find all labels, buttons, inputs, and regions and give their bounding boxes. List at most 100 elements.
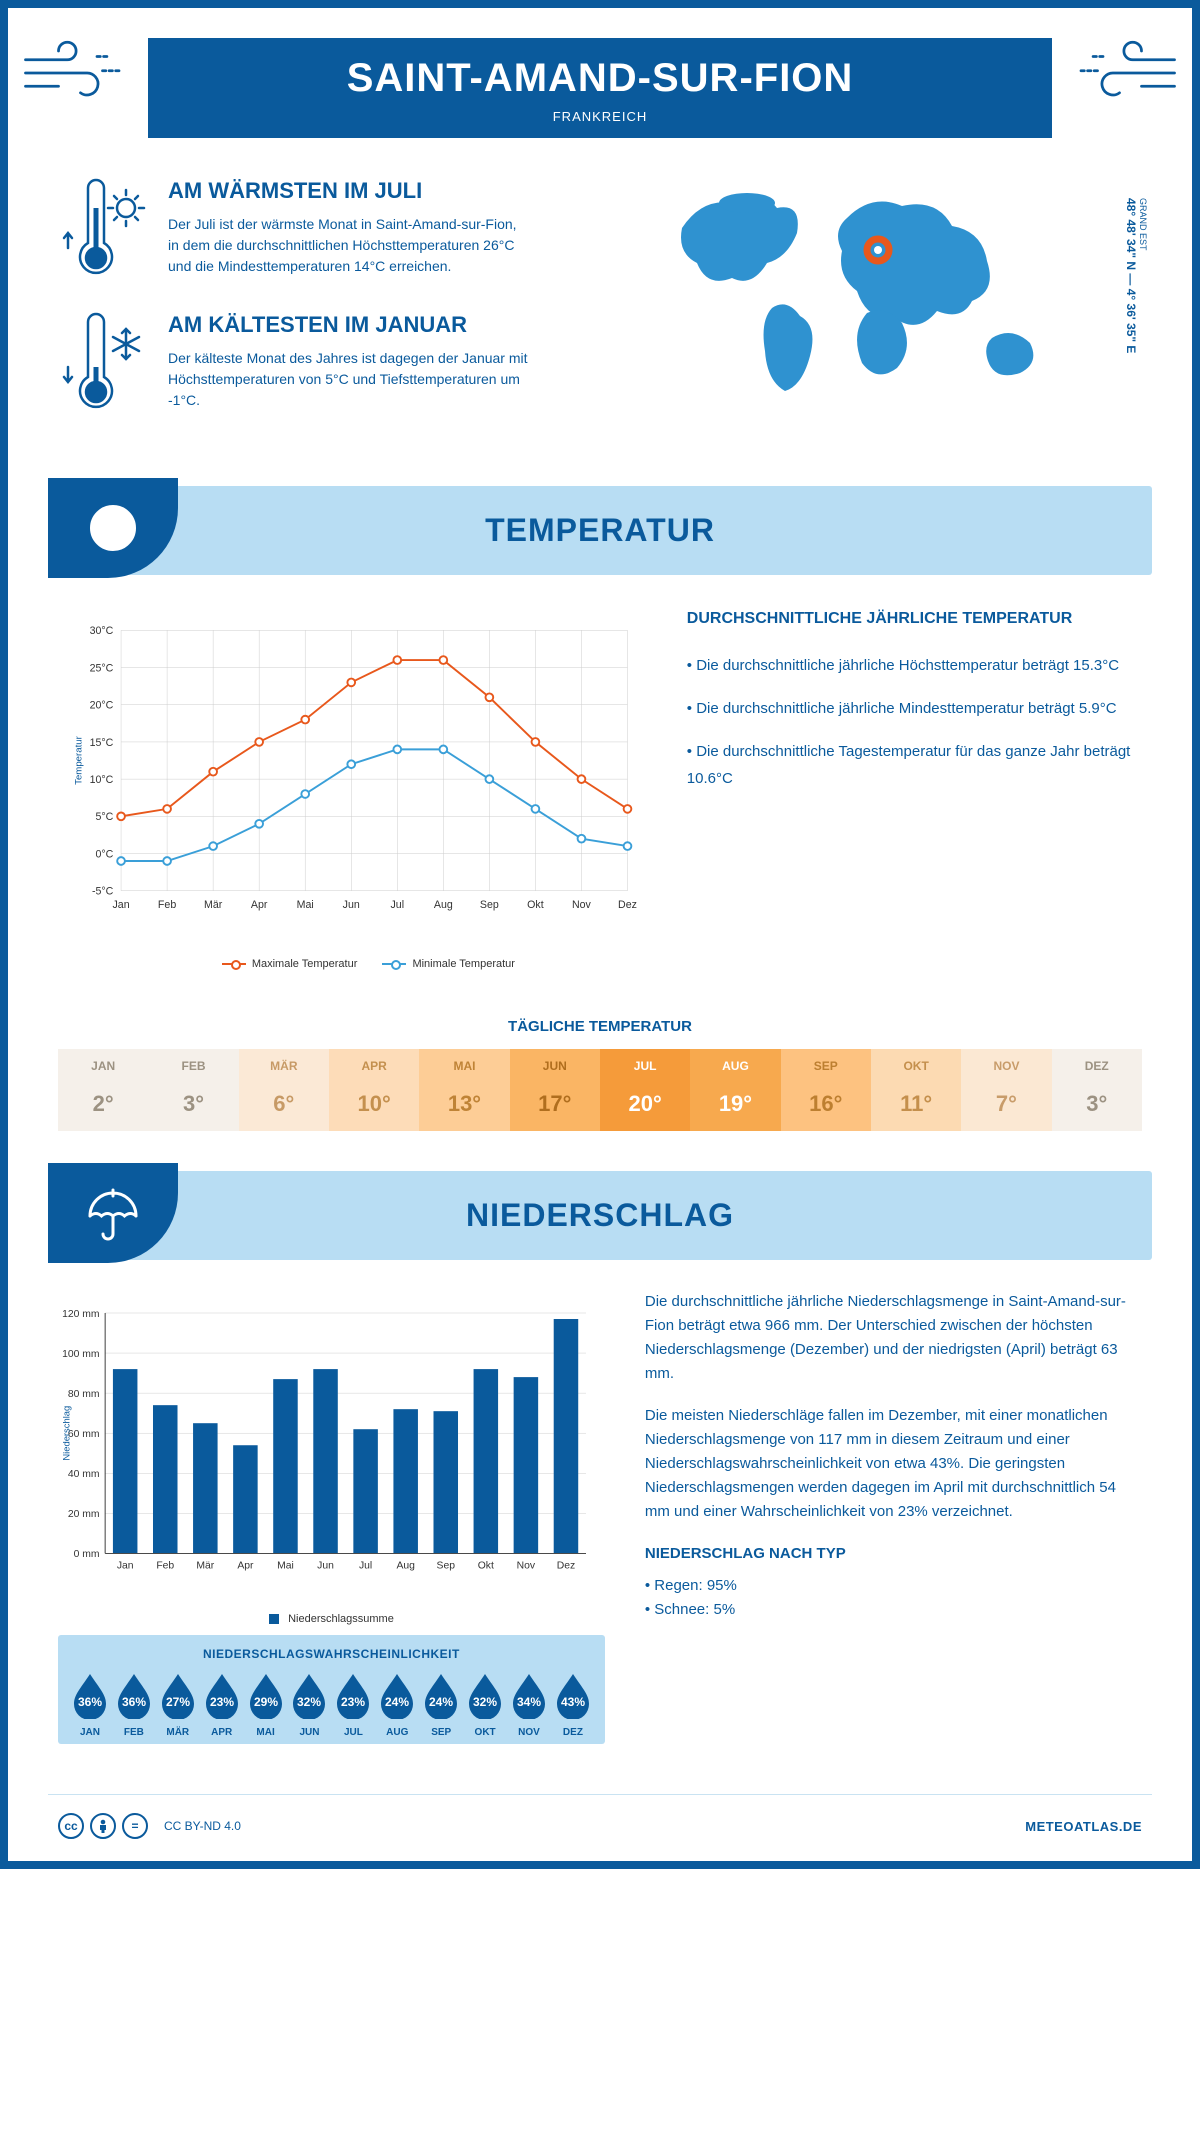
svg-text:Feb: Feb — [156, 1561, 174, 1572]
svg-text:36%: 36% — [122, 1695, 146, 1709]
temperature-chart: -5°C0°C5°C10°C15°C20°C25°C30°CJanFebMärA… — [68, 605, 647, 970]
prob-drop: 29% MAI — [244, 1671, 288, 1738]
svg-text:Jan: Jan — [117, 1561, 134, 1572]
umbrella-banner-icon — [48, 1163, 178, 1263]
svg-text:Dez: Dez — [557, 1561, 575, 1572]
svg-text:Dez: Dez — [618, 899, 637, 911]
svg-text:0°C: 0°C — [96, 848, 114, 860]
prob-drop: 24% SEP — [419, 1671, 463, 1738]
svg-text:Mär: Mär — [196, 1561, 214, 1572]
svg-text:40 mm: 40 mm — [68, 1469, 100, 1480]
svg-text:Mai: Mai — [297, 899, 314, 911]
location-title: SAINT-AMAND-SUR-FION — [148, 56, 1052, 101]
svg-text:100 mm: 100 mm — [62, 1349, 99, 1360]
svg-text:120 mm: 120 mm — [62, 1309, 99, 1320]
svg-text:15°C: 15°C — [90, 737, 114, 749]
precip-type-line: • Schnee: 5% — [645, 1598, 1142, 1622]
warmest-title: AM WÄRMSTEN IM JULI — [168, 178, 528, 204]
daily-cell: JUL20° — [600, 1049, 690, 1131]
svg-text:Aug: Aug — [434, 899, 453, 911]
svg-text:20°C: 20°C — [90, 700, 114, 712]
header: SAINT-AMAND-SUR-FION FRANKREICH — [148, 38, 1052, 138]
svg-text:27%: 27% — [166, 1695, 190, 1709]
legend-min: Minimale Temperatur — [412, 958, 515, 970]
temp-info-title: DURCHSCHNITTLICHE JÄHRLICHE TEMPERATUR — [687, 605, 1132, 634]
svg-text:23%: 23% — [210, 1695, 234, 1709]
temperature-info: DURCHSCHNITTLICHE JÄHRLICHE TEMPERATUR •… — [687, 605, 1132, 970]
precip-type-line: • Regen: 95% — [645, 1574, 1142, 1598]
svg-text:Aug: Aug — [396, 1561, 415, 1572]
daily-cell: JUN17° — [510, 1049, 600, 1131]
precip-legend-label: Niederschlagssumme — [288, 1613, 394, 1625]
daily-cell: APR10° — [329, 1049, 419, 1131]
country-subtitle: FRANKREICH — [148, 109, 1052, 124]
svg-text:Okt: Okt — [527, 899, 544, 911]
svg-text:Mai: Mai — [277, 1561, 294, 1572]
svg-text:Nov: Nov — [517, 1561, 536, 1572]
infographic-frame: SAINT-AMAND-SUR-FION FRANKREICH AM WÄRMS — [0, 0, 1200, 1869]
precipitation-info: Die durchschnittliche jährliche Niedersc… — [645, 1290, 1142, 1744]
prob-drop: 32% JUN — [288, 1671, 332, 1738]
svg-text:30°C: 30°C — [90, 625, 114, 637]
temp-legend: Maximale Temperatur Minimale Temperatur — [68, 958, 647, 970]
temperature-heading: TEMPERATUR — [48, 512, 1152, 549]
license-block: cc = CC BY-ND 4.0 — [58, 1813, 241, 1839]
svg-text:5°C: 5°C — [96, 811, 114, 823]
svg-text:32%: 32% — [297, 1695, 321, 1709]
svg-text:0 mm: 0 mm — [74, 1549, 100, 1560]
legend-max: Maximale Temperatur — [252, 958, 358, 970]
daily-cell: JAN2° — [58, 1049, 148, 1131]
prob-drop: 34% NOV — [507, 1671, 551, 1738]
daily-cell: MAI13° — [419, 1049, 509, 1131]
svg-text:32%: 32% — [473, 1695, 497, 1709]
svg-text:23%: 23% — [341, 1695, 365, 1709]
coldest-text: Der kälteste Monat des Jahres ist dagege… — [168, 348, 528, 411]
prob-drop: 23% JUL — [331, 1671, 375, 1738]
svg-text:60 mm: 60 mm — [68, 1429, 100, 1440]
precip-para2: Die meisten Niederschläge fallen im Deze… — [645, 1404, 1142, 1524]
region-label: GRAND EST — [1138, 198, 1148, 347]
svg-text:25°C: 25°C — [90, 662, 114, 674]
nd-icon: = — [122, 1813, 148, 1839]
temp-info-line: • Die durchschnittliche jährliche Mindes… — [687, 695, 1132, 722]
svg-text:Jul: Jul — [391, 899, 405, 911]
temp-info-line: • Die durchschnittliche jährliche Höchst… — [687, 652, 1132, 679]
svg-text:Jul: Jul — [359, 1561, 372, 1572]
intro-section: AM WÄRMSTEN IM JULI Der Juli ist der wär… — [8, 158, 1192, 476]
precipitation-banner: NIEDERSCHLAG — [48, 1171, 1152, 1260]
warmest-block: AM WÄRMSTEN IM JULI Der Juli ist der wär… — [58, 178, 632, 288]
svg-text:Temperatur: Temperatur — [74, 735, 85, 784]
by-icon — [90, 1813, 116, 1839]
thermometer-cold-icon — [58, 312, 148, 422]
svg-text:43%: 43% — [561, 1695, 585, 1709]
svg-text:Nov: Nov — [572, 899, 592, 911]
daily-temp-title: TÄGLICHE TEMPERATUR — [8, 1018, 1192, 1035]
coordinates: GRAND EST 48° 48' 34" N — 4° 36' 35" E — [1124, 198, 1148, 353]
license-text: CC BY-ND 4.0 — [164, 1819, 241, 1833]
svg-text:29%: 29% — [254, 1695, 278, 1709]
daily-cell: OKT11° — [871, 1049, 961, 1131]
brand-name: METEOATLAS.DE — [1025, 1819, 1142, 1834]
prob-drop: 23% APR — [200, 1671, 244, 1738]
sun-banner-icon — [48, 478, 178, 578]
svg-text:Jun: Jun — [343, 899, 360, 911]
prob-drop: 27% MÄR — [156, 1671, 200, 1738]
svg-text:34%: 34% — [517, 1695, 541, 1709]
svg-text:Feb: Feb — [158, 899, 176, 911]
daily-cell: MÄR6° — [239, 1049, 329, 1131]
prob-drop: 32% OKT — [463, 1671, 507, 1738]
svg-text:24%: 24% — [385, 1695, 409, 1709]
svg-text:Jun: Jun — [317, 1561, 334, 1572]
daily-cell: NOV7° — [961, 1049, 1051, 1131]
svg-text:Sep: Sep — [437, 1561, 456, 1572]
prob-title: NIEDERSCHLAGSWAHRSCHEINLICHKEIT — [68, 1647, 595, 1661]
daily-cell: SEP16° — [781, 1049, 871, 1131]
precipitation-chart: 0 mm20 mm40 mm60 mm80 mm100 mm120 mmJanF… — [58, 1290, 605, 1625]
world-map — [662, 178, 1082, 408]
prob-drop: 36% FEB — [112, 1671, 156, 1738]
svg-text:36%: 36% — [78, 1695, 102, 1709]
svg-text:24%: 24% — [429, 1695, 453, 1709]
footer: cc = CC BY-ND 4.0 METEOATLAS.DE — [48, 1794, 1152, 1861]
coords-text: 48° 48' 34" N — 4° 36' 35" E — [1124, 198, 1138, 353]
prob-drop: 36% JAN — [68, 1671, 112, 1738]
